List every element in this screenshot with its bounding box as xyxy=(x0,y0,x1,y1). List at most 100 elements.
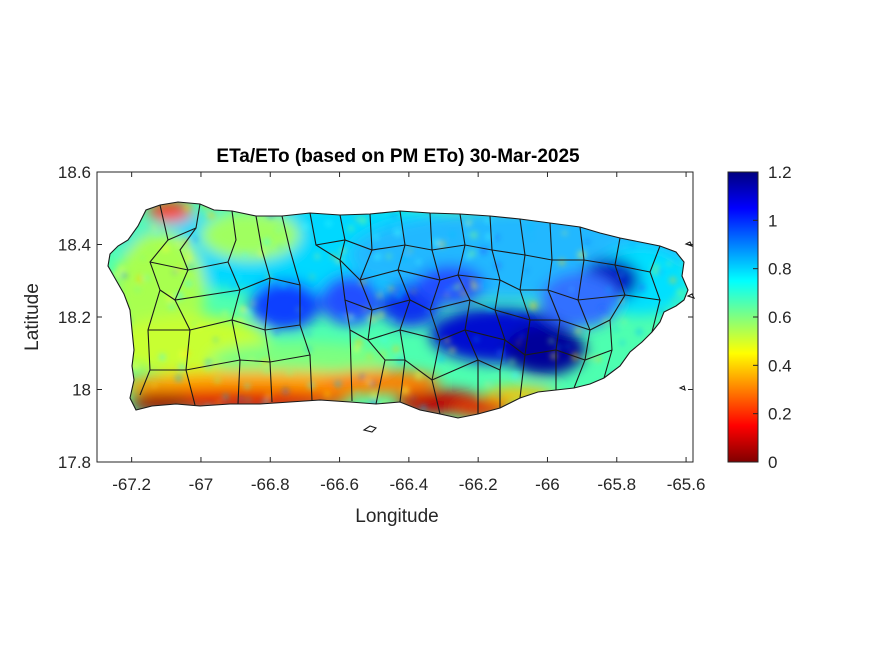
heatmap-speckle xyxy=(230,282,237,289)
heatmap-speckle xyxy=(401,386,410,395)
heatmap-speckle xyxy=(606,287,612,293)
heatmap-speckle xyxy=(184,350,191,357)
heatmap-speckle xyxy=(278,245,282,249)
heatmap-speckle xyxy=(381,336,387,343)
heatmap-speckle xyxy=(408,249,412,253)
heatmap-speckle xyxy=(113,271,120,278)
heatmap-speckle xyxy=(478,395,482,400)
heatmap-speckle xyxy=(193,237,198,242)
heatmap-speckle xyxy=(585,239,590,245)
heatmap-speckle xyxy=(166,294,173,302)
heatmap-speckle xyxy=(334,380,342,388)
heatmap-speckle xyxy=(461,290,467,297)
x-tick-label: -66.8 xyxy=(251,475,290,494)
heatmap-speckle xyxy=(594,356,601,362)
colorbar-ticks: 0 0.2 0.4 0.6 0.8 1 1.2 xyxy=(753,163,792,472)
x-tick-label: -67.2 xyxy=(112,475,151,494)
heatmap-speckle xyxy=(383,288,387,292)
heatmap-speckle xyxy=(562,231,567,235)
heatmap-speckle xyxy=(368,314,377,323)
heatmap-speckle xyxy=(216,400,221,405)
colorbar-tick-label: 0.8 xyxy=(768,260,792,279)
heatmap-speckle xyxy=(416,259,422,265)
heatmap-speckle xyxy=(638,284,646,292)
heatmap-speckle xyxy=(158,353,166,361)
heatmap-speckle xyxy=(392,345,400,353)
heatmap-speckle xyxy=(388,286,394,292)
heatmap-speckle xyxy=(422,270,427,275)
heatmap-speckle xyxy=(395,292,403,300)
heatmap-speckle xyxy=(139,254,146,261)
heatmap-speckle xyxy=(652,269,659,276)
heatmap-speckle xyxy=(236,274,241,279)
heatmap-speckle xyxy=(115,253,120,258)
heatmap-speckle xyxy=(619,340,625,346)
heatmap-speckle xyxy=(486,382,491,387)
heatmap-speckle xyxy=(242,253,248,258)
y-tick-label: 18.6 xyxy=(58,163,91,182)
boundary-layer xyxy=(107,201,689,419)
x-tick-label: -66.2 xyxy=(459,475,498,494)
heatmap-speckle xyxy=(391,213,397,218)
heatmap-speckle xyxy=(470,282,478,290)
heatmap-speckle xyxy=(577,251,586,259)
heatmap-speckle xyxy=(169,304,175,310)
heatmap-speckle xyxy=(411,289,416,294)
heatmap-speckle xyxy=(359,216,367,225)
y-tick-label: 18.2 xyxy=(58,308,91,327)
heatmap-speckle xyxy=(377,293,383,298)
heatmap-speckle xyxy=(238,396,244,402)
heatmap-speckle xyxy=(175,374,183,382)
heatmap-speckle xyxy=(254,300,258,304)
heatmap-speckle xyxy=(185,248,191,254)
heatmap-speckle xyxy=(635,328,643,336)
heatmap-speckle xyxy=(323,390,331,398)
x-tick-label: -66 xyxy=(535,475,560,494)
heatmap-speckle xyxy=(676,288,684,297)
colorbar-tick-label: 0.4 xyxy=(768,356,792,375)
heatmap-speckle xyxy=(569,287,574,292)
island-outline xyxy=(107,201,689,419)
heatmap-speckle xyxy=(485,233,492,240)
heatmap-speckle xyxy=(183,204,191,212)
heatmap-speckle xyxy=(184,280,192,288)
heatmap-speckle xyxy=(474,337,479,342)
x-axis-label: Longitude xyxy=(355,506,438,527)
heatmap-speckle xyxy=(411,396,416,400)
heatmap-speckle xyxy=(373,253,381,260)
heatmap-speckle xyxy=(162,245,170,252)
heatmap-speckle xyxy=(204,359,212,367)
heatmap-speckle xyxy=(394,228,402,237)
heatmap-speckle xyxy=(205,211,209,215)
heatmap-speckle xyxy=(429,262,437,270)
heatmap-speckle xyxy=(152,383,157,388)
heatmap-speckle xyxy=(371,250,376,255)
heatmap-speckle xyxy=(245,313,252,320)
heatmap-speckle xyxy=(672,298,676,302)
heatmap-speckle xyxy=(416,375,421,381)
heatmap-speckle xyxy=(449,231,456,238)
heatmap-speckle xyxy=(464,223,468,228)
heatmap-speckle xyxy=(315,254,320,259)
heatmap-speckle xyxy=(215,265,219,269)
heatmap-speckle xyxy=(175,241,181,247)
heatmap-speckle xyxy=(148,236,153,240)
heatmap-speckle xyxy=(187,262,194,269)
heatmap-speckle xyxy=(428,319,432,324)
heatmap-speckle xyxy=(296,307,301,312)
heatmap-speckle xyxy=(599,305,606,312)
heatmap-speckle xyxy=(144,275,149,280)
heatmap-speckle xyxy=(282,388,289,395)
heatmap-speckle xyxy=(306,332,311,336)
heatmap-speckle xyxy=(213,337,218,342)
colorbar-tick-label: 1 xyxy=(768,211,777,230)
heatmap-speckle xyxy=(250,302,255,306)
heatmap-speckle xyxy=(386,253,392,259)
heatmap-speckle xyxy=(453,284,461,291)
heatmap-speckle xyxy=(432,238,440,247)
heatmap-speckle xyxy=(222,310,228,316)
heatmap-speckle xyxy=(385,223,392,229)
heatmap-speckle xyxy=(464,232,468,236)
heatmap-speckle xyxy=(276,228,281,233)
